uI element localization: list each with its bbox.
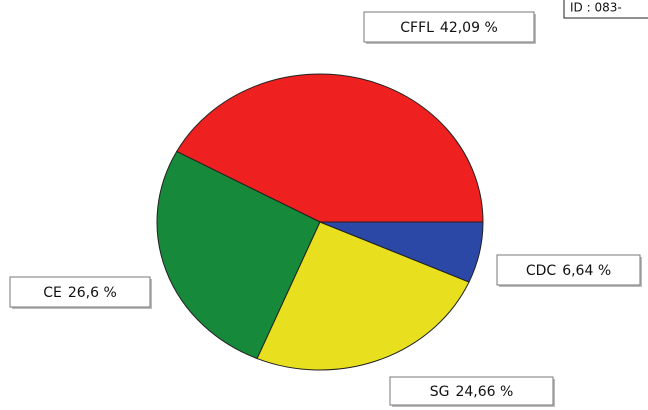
label-box (9, 276, 151, 308)
slice-name: CE (43, 285, 62, 301)
pie-slice (319, 221, 484, 283)
slice-value: 24,66 % (455, 384, 513, 400)
pie-slice (156, 150, 321, 360)
slice-label: SG 24,66 % (430, 384, 514, 400)
id-text: ID : 083- (570, 1, 622, 15)
pie-slice (175, 73, 484, 223)
slice-value: 6,64 % (562, 263, 611, 279)
slice-value: 26,6 % (68, 285, 117, 301)
label-box (363, 11, 535, 43)
label-box (389, 376, 554, 406)
slice-name: SG (430, 384, 450, 400)
pie-slice (256, 221, 470, 371)
slice-name: CFFL (400, 20, 434, 36)
id-box (563, 0, 648, 19)
slice-label: CDC 6,64 % (526, 263, 611, 279)
slice-name: CDC (526, 263, 557, 279)
slice-label: CFFL 42,09 % (400, 20, 498, 36)
slice-value: 42,09 % (440, 20, 498, 36)
label-box (496, 254, 641, 286)
slice-label: CE 26,6 % (43, 285, 117, 301)
